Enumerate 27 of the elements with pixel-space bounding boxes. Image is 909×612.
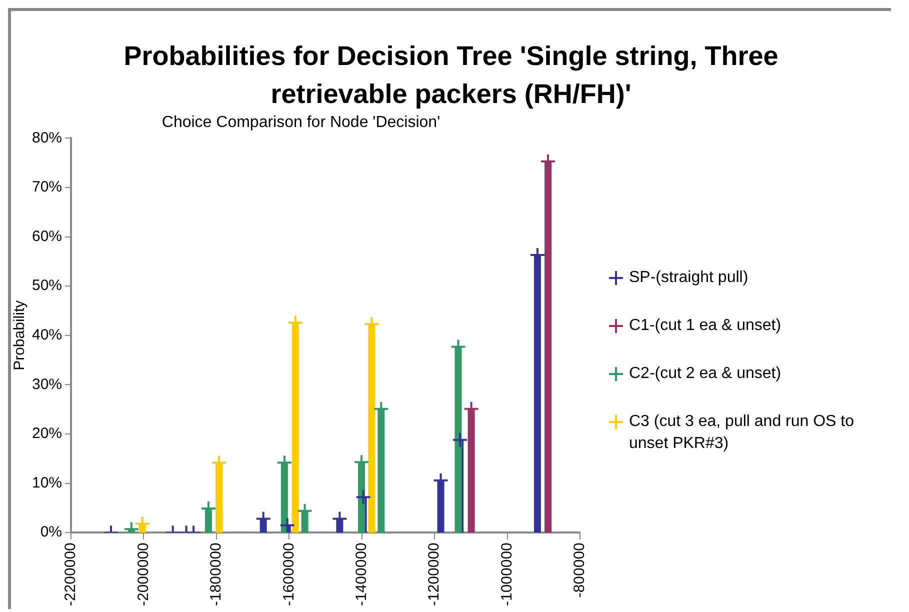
legend-label: C2-(cut 2 ea & unset) bbox=[629, 364, 782, 384]
legend-label: C1-(cut 1 ea & unset) bbox=[629, 316, 782, 336]
point bbox=[452, 432, 468, 448]
legend-label: SP-(straight pull) bbox=[629, 268, 748, 288]
x-tick-label: -1600000 bbox=[280, 542, 298, 606]
y-tick-label: 0% bbox=[40, 524, 62, 541]
y-tick-label: 80% bbox=[32, 129, 62, 146]
y-axis-title: Probability bbox=[11, 300, 28, 370]
x-tick-label: -1800000 bbox=[208, 542, 225, 606]
x-tick-label: -2200000 bbox=[62, 542, 80, 606]
x-tick-label: -2000000 bbox=[134, 542, 152, 606]
point bbox=[355, 489, 372, 506]
x-tick-label: -1000000 bbox=[498, 542, 516, 606]
chart-subtitle: Choice Comparison for Node 'Decision' bbox=[162, 114, 440, 132]
y-tick-label: 50% bbox=[32, 277, 62, 294]
y-tick-label: 20% bbox=[32, 425, 62, 442]
y-tick-label: 70% bbox=[32, 178, 62, 196]
legend-label: C3 (cut 3 ea, pull and run OS to unset PKR#3) bbox=[629, 412, 856, 454]
x-tick-label: -1200000 bbox=[426, 542, 443, 606]
y-tick-label: 10% bbox=[32, 474, 62, 492]
x-tick-label: -800000 bbox=[571, 542, 588, 598]
y-tick-label: 40% bbox=[32, 326, 62, 344]
x-tick-label: -1400000 bbox=[353, 542, 370, 606]
y-tick-label: 30% bbox=[32, 376, 62, 393]
point bbox=[279, 517, 296, 533]
y-tick-label: 60% bbox=[32, 228, 62, 245]
chart-title: Probabilities for Decision Tree 'Single string, Three retrievable packers (RH/FH)' bbox=[122, 40, 780, 111]
